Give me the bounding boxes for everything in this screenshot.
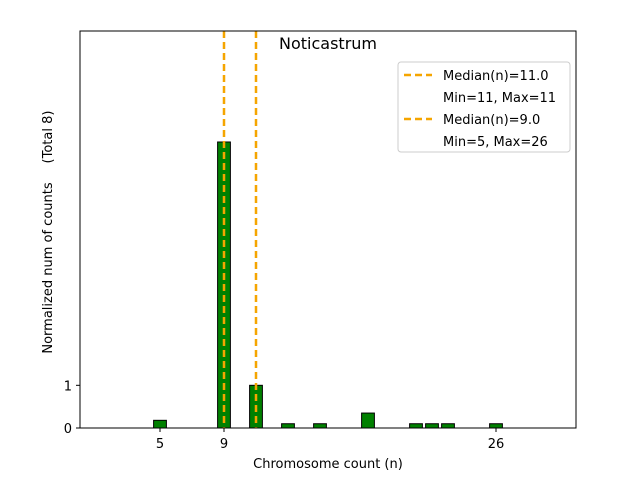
legend-label-2: Median(n)=9.0 — [443, 113, 540, 128]
legend-frame — [397, 61, 571, 153]
axes-frame — [79, 30, 577, 429]
plot-area: 5 9 26 01 — [64, 30, 577, 452]
legend-sub-1: Min=11, Max=11 — [443, 91, 556, 106]
x-tick-label-26: 26 — [488, 437, 505, 452]
x-tick-label-9: 9 — [220, 437, 228, 452]
y-tick-label-1: 1 — [64, 379, 72, 394]
median-line-group — [222, 31, 258, 428]
bar-n-5 — [153, 419, 167, 429]
bar-n-23 — [441, 423, 455, 429]
bar-n-22 — [425, 423, 439, 429]
bar-n-18 — [361, 412, 375, 429]
legend-label-1: Median(n)=11.0 — [443, 69, 549, 84]
bar-n-21 — [409, 423, 423, 429]
y-axis-total-note: (Total 8) — [41, 111, 56, 164]
legend-sub-2: Min=5, Max=26 — [443, 135, 548, 150]
x-axis-ticks: 5 9 26 — [156, 428, 504, 452]
bar-n-15 — [313, 423, 327, 429]
x-tick-label-5: 5 — [156, 437, 164, 452]
bar-n-26 — [489, 423, 503, 429]
bar-n-13 — [281, 423, 295, 429]
y-axis-label: Normalized num of counts — [41, 182, 56, 353]
x-axis-label: Chromosome count (n) — [253, 457, 403, 472]
y-tick-label-0: 0 — [64, 422, 72, 437]
y-axis-ticks: 01 — [64, 379, 80, 437]
legend: Median(n)=11.0 Min=11, Max=11 Median(n)=… — [397, 61, 571, 153]
chart-title: Noticastrum — [279, 34, 377, 53]
